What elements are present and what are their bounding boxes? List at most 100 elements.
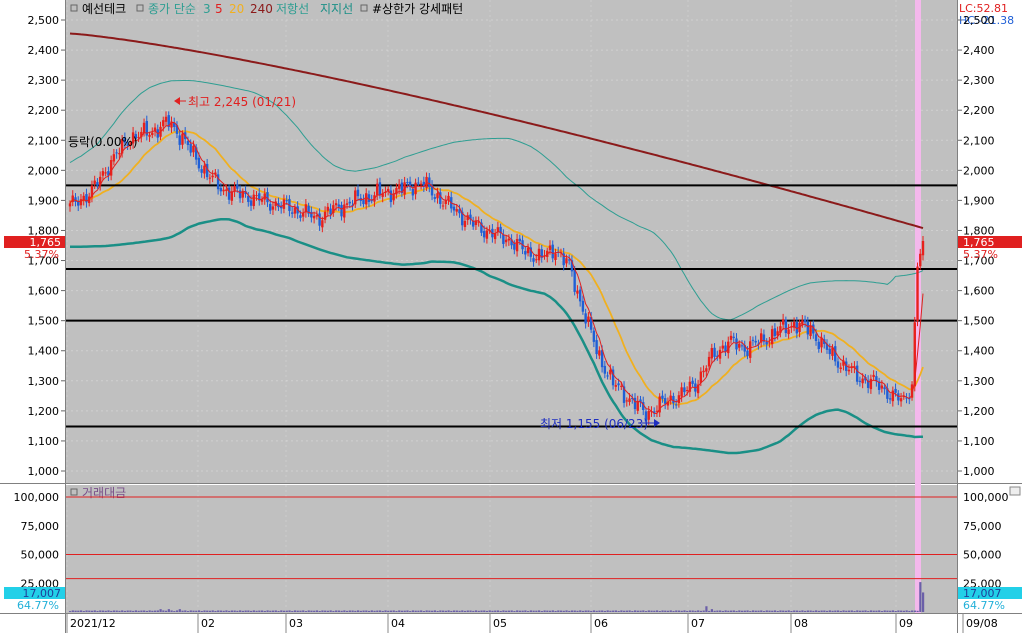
panel-resize-button[interactable] [1009, 486, 1021, 496]
volume-bar [817, 610, 820, 612]
volume-bar [592, 610, 596, 612]
volume-bar [911, 610, 914, 612]
candle-body [515, 239, 519, 252]
candle-body [554, 253, 557, 261]
candle-body [677, 395, 681, 404]
candle-body [866, 380, 870, 388]
volume-tick-label: 50,000 [21, 549, 60, 562]
volume-bar [392, 610, 395, 612]
volume-bar [241, 610, 244, 612]
candle-body [485, 230, 489, 239]
candle-body [194, 147, 198, 160]
volume-bar [889, 610, 892, 612]
volume-bar [365, 610, 368, 612]
volume-bar [387, 610, 390, 612]
candle-body [795, 322, 799, 334]
candle-body [642, 402, 645, 411]
volume-bar [891, 610, 895, 612]
candle-body [551, 244, 554, 259]
volume-bar [831, 610, 834, 612]
volume-bar [417, 610, 420, 612]
candle-body [899, 398, 903, 402]
volume-bar [658, 611, 661, 612]
candle-body [713, 347, 716, 357]
volume-bar [367, 610, 371, 612]
candle-body [875, 376, 878, 382]
volume-bar [285, 610, 288, 612]
candle-body [348, 201, 351, 204]
volume-bar [469, 610, 472, 612]
volume-bar [595, 610, 598, 612]
volume-bar [483, 610, 486, 612]
volume-bar [164, 610, 168, 612]
candle-body [93, 180, 96, 184]
volume-bar [422, 611, 426, 612]
candle-body [170, 121, 173, 128]
candle-body [806, 321, 810, 335]
candle-body [430, 185, 434, 196]
volume-bar [403, 610, 406, 612]
volume-panel[interactable] [66, 485, 957, 613]
volume-bar [211, 610, 214, 612]
candle-body [222, 189, 225, 192]
candle-body [433, 197, 436, 199]
volume-bar [779, 610, 782, 612]
candle-body [603, 365, 607, 374]
candle-body [614, 385, 618, 387]
candle-body [439, 192, 442, 205]
candle-body [894, 388, 897, 393]
candle-body [332, 205, 335, 214]
volume-bar [90, 610, 94, 612]
volume-bar [510, 610, 513, 612]
volume-bar [916, 610, 919, 612]
volume-bar [740, 610, 744, 612]
candle-body [776, 331, 779, 336]
volume-bar [754, 610, 757, 612]
candle-body [181, 133, 184, 145]
y-tick-label: 1,400 [28, 345, 60, 358]
candle-body [208, 177, 212, 179]
candle-body [343, 204, 346, 218]
volume-bar [691, 610, 694, 612]
legend-box-icon[interactable] [70, 4, 78, 12]
candle-body [137, 136, 140, 138]
volume-bar [384, 610, 387, 612]
volume-bar [143, 610, 146, 612]
volume-legend-box-icon[interactable] [70, 488, 78, 496]
candle-body [477, 221, 480, 223]
volume-bar [557, 610, 560, 612]
left-price-badge [4, 236, 65, 248]
candle-body [740, 345, 744, 347]
volume-bar [395, 611, 398, 612]
horizontal-levels [66, 184, 957, 428]
candle-body [707, 356, 711, 367]
x-tick-label: 05 [493, 617, 507, 630]
volume-bar [856, 610, 859, 612]
candle-body [749, 341, 752, 358]
volume-bar [675, 610, 678, 612]
volume-bar [853, 611, 856, 612]
volume-bar [603, 610, 607, 612]
volume-bar [439, 610, 442, 612]
candle-body [260, 199, 264, 202]
volume-bar [762, 611, 766, 612]
candle-body [211, 175, 214, 178]
volume-bar [782, 610, 785, 612]
candle-body [504, 239, 508, 243]
volume-bar [263, 610, 266, 612]
candle-body [567, 259, 571, 261]
candle-body [759, 333, 763, 343]
candle-body [532, 258, 535, 262]
candle-body [189, 143, 192, 153]
legend-box-icon[interactable] [136, 4, 144, 12]
candle-body [513, 243, 516, 250]
volume-bar [804, 610, 807, 612]
legend-box-icon[interactable] [360, 4, 368, 12]
candle-body [74, 197, 77, 202]
candle-body [658, 396, 661, 413]
volume-bar [875, 610, 878, 612]
volume-bar [705, 606, 708, 612]
volume-bar [406, 610, 409, 612]
candle-body [120, 138, 124, 154]
